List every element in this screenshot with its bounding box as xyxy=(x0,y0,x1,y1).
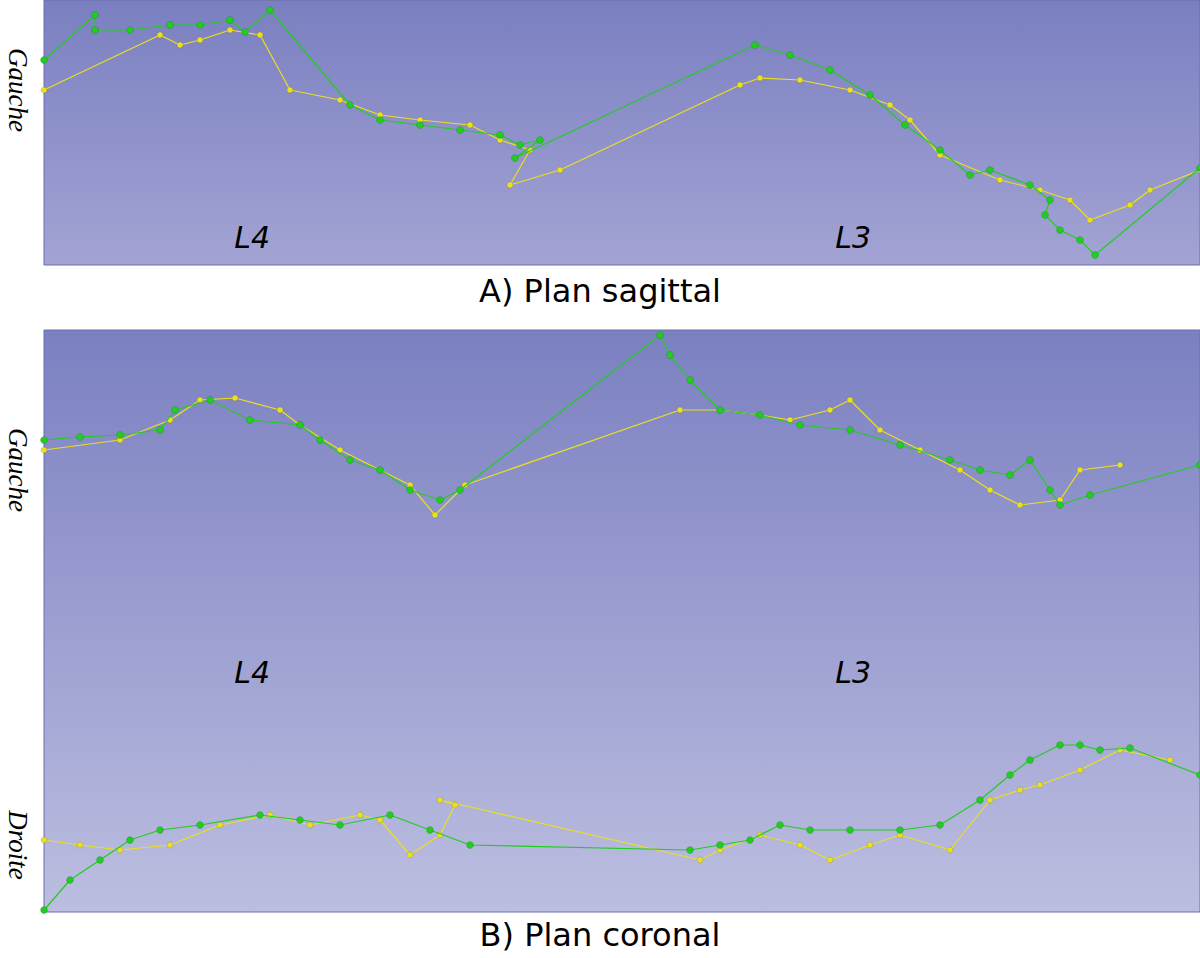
svg-text:L4: L4 xyxy=(234,220,270,255)
svg-text:Droite: Droite xyxy=(3,809,33,880)
svg-text:A) Plan sagittal: A) Plan sagittal xyxy=(479,272,721,310)
svg-text:Gauche: Gauche xyxy=(3,48,33,132)
svg-text:L3: L3 xyxy=(835,655,871,690)
svg-text:L3: L3 xyxy=(835,220,871,255)
svg-text:L4: L4 xyxy=(234,655,270,690)
svg-text:Gauche: Gauche xyxy=(3,428,33,512)
svg-text:B) Plan coronal: B) Plan coronal xyxy=(480,916,721,954)
